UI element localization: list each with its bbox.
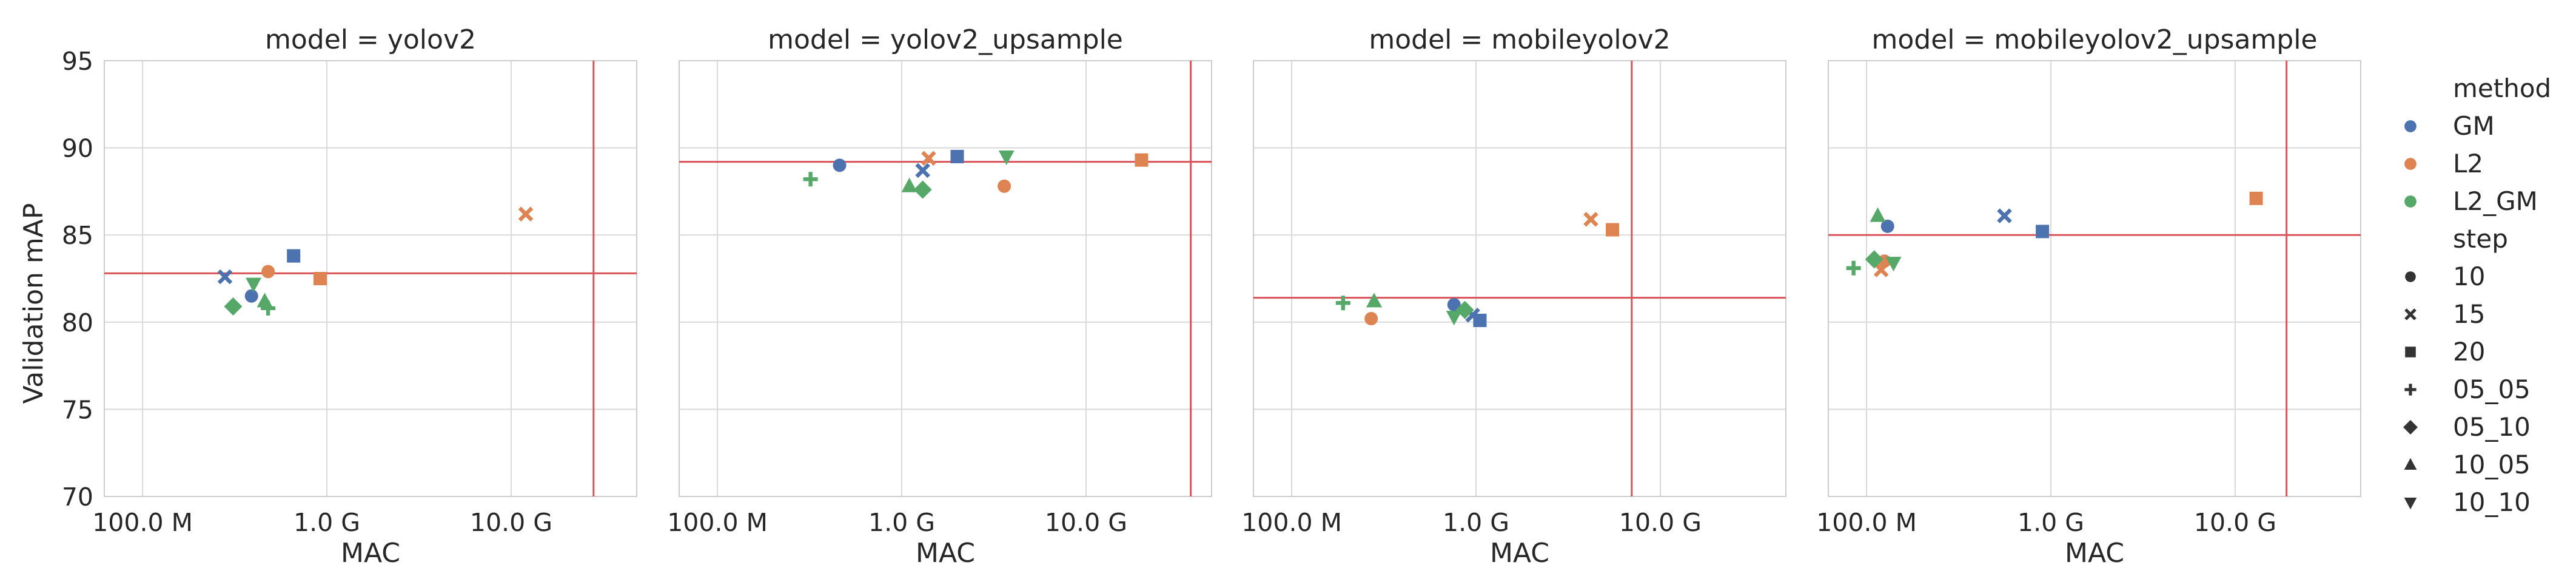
data-point <box>1335 296 1350 311</box>
legend-marker <box>2404 308 2417 320</box>
data-point <box>1446 311 1462 326</box>
data-point <box>1880 219 1894 233</box>
y-tick-label: 90 <box>62 134 93 163</box>
x-tick-label: 10.0 G <box>2194 508 2276 537</box>
data-point <box>833 158 847 172</box>
facet-panel: model = mobileyolov2 100.0 M 1.0 G 10.0 G MA… <box>1241 24 1786 569</box>
x-tick-label: 100.0 M <box>1241 508 1342 537</box>
legend-title-method: method <box>2453 73 2551 103</box>
data-point <box>1455 300 1474 319</box>
x-tick-label: 1.0 G <box>2018 508 2084 537</box>
x-tick-label: 10.0 G <box>1619 508 1702 537</box>
facet-title: model = yolov2_upsample <box>768 24 1123 55</box>
plot-frame <box>1253 60 1786 497</box>
x-tick-label: 10.0 G <box>1045 508 1127 537</box>
data-point <box>261 265 275 279</box>
legend-item-label: 20 <box>2453 337 2485 367</box>
legend-marker <box>2404 458 2417 470</box>
data-point <box>915 163 930 178</box>
legend-item-label: 10_05 <box>2453 450 2531 479</box>
data-point <box>1583 212 1598 227</box>
data-point <box>1364 312 1378 326</box>
legend-marker <box>2405 347 2416 357</box>
data-point <box>1873 262 1889 277</box>
data-point <box>1473 313 1487 327</box>
y-axis-label: Validation mAP <box>18 203 49 404</box>
legend-item-label: L2_GM <box>2453 186 2538 216</box>
x-tick-label: 10.0 G <box>470 508 552 537</box>
y-tick-label: 95 <box>62 47 93 76</box>
legend-item-label: 10 <box>2453 262 2485 291</box>
data-point <box>1997 208 2012 223</box>
facet-title: model = mobileyolov2_upsample <box>1871 24 2317 55</box>
legend-item-label: GM <box>2453 111 2495 141</box>
data-point <box>1846 260 1861 276</box>
plot-frame <box>1828 60 2361 497</box>
data-point <box>1885 257 1902 272</box>
data-point <box>2036 225 2050 239</box>
facet-title: model = mobileyolov2 <box>1369 24 1670 55</box>
data-point <box>913 180 932 199</box>
data-point <box>1870 207 1886 222</box>
facet-panels: model = yolov2 70 75 80 85 90 95 100.0 M 1.0 G 10… <box>62 24 2361 569</box>
y-tick-label: 85 <box>62 221 93 250</box>
legend-item-label: 10_10 <box>2453 487 2531 517</box>
plot-frame <box>679 60 1212 497</box>
x-tick-label: 1.0 G <box>868 508 935 537</box>
data-point <box>803 172 818 187</box>
legend-marker <box>2404 498 2417 510</box>
facet-panel: model = mobileyolov2_upsample 100.0 M 1.0 … <box>1816 24 2361 569</box>
facet-panel: model = yolov2_upsample 100.0 M 1.0 G 10.0 … <box>667 24 1212 569</box>
data-point <box>246 277 262 293</box>
legend-item-label: 05_05 <box>2453 374 2531 404</box>
x-axis-label: MAC <box>341 538 400 569</box>
data-point <box>1865 250 1883 269</box>
legend-marker <box>2404 195 2417 208</box>
data-point <box>244 289 258 303</box>
legend-marker <box>2403 420 2418 435</box>
data-point <box>901 177 917 192</box>
data-point <box>1606 223 1620 237</box>
legend-marker <box>2404 120 2417 132</box>
x-tick-label: 1.0 G <box>1443 508 1509 537</box>
x-tick-label: 1.0 G <box>293 508 360 537</box>
data-point <box>998 179 1011 193</box>
data-point <box>1447 298 1461 312</box>
x-tick-label: 100.0 M <box>92 508 193 537</box>
legend-marker <box>2405 271 2416 282</box>
data-point <box>950 149 964 163</box>
data-point <box>921 151 936 166</box>
facet-panel: model = yolov2 70 75 80 85 90 95 100.0 M 1.0 G 10… <box>62 24 637 569</box>
data-point <box>314 272 327 285</box>
data-point <box>998 150 1015 165</box>
data-point <box>217 269 233 285</box>
plot-frame <box>104 60 637 497</box>
data-point <box>224 297 243 316</box>
y-tick-label: 70 <box>62 482 93 512</box>
legend-marker <box>2404 384 2417 396</box>
data-point <box>518 206 534 222</box>
y-tick-label: 75 <box>62 395 93 424</box>
data-point <box>287 249 301 263</box>
data-point <box>1135 153 1149 167</box>
legend-title-step: step <box>2453 224 2508 254</box>
data-point <box>257 293 273 308</box>
x-axis-label: MAC <box>2065 538 2124 569</box>
legend-item-label: L2 <box>2453 149 2483 178</box>
legend-item-label: 15 <box>2453 299 2485 329</box>
y-tick-label: 80 <box>62 308 93 337</box>
x-tick-label: 100.0 M <box>667 508 768 537</box>
data-point <box>1366 293 1383 308</box>
x-axis-label: MAC <box>916 538 975 569</box>
facet-title: model = yolov2 <box>265 24 476 55</box>
data-point <box>2249 191 2263 205</box>
legend-item-label: 05_10 <box>2453 412 2531 442</box>
legend-marker <box>2404 158 2417 170</box>
x-axis-label: MAC <box>1490 538 1549 569</box>
x-tick-label: 100.0 M <box>1816 508 1917 537</box>
